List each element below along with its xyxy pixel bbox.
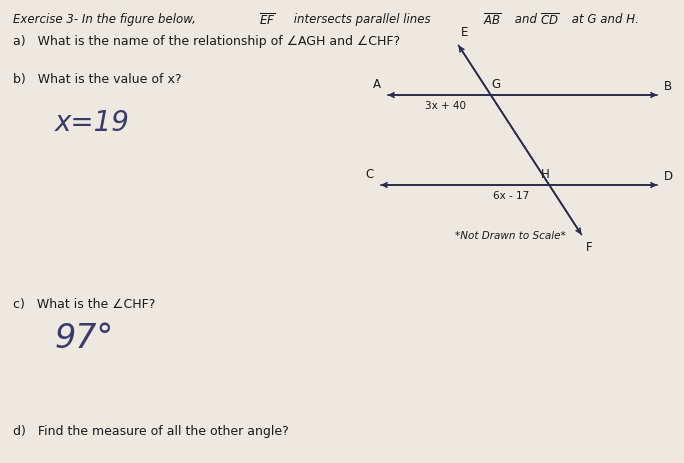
Text: *Not Drawn to Scale*: *Not Drawn to Scale* (455, 231, 566, 241)
Text: C: C (366, 168, 374, 181)
Text: b)   What is the value of x?: b) What is the value of x? (13, 73, 181, 86)
Text: $\overline{CD}$: $\overline{CD}$ (540, 13, 560, 29)
Text: at G and H.: at G and H. (568, 13, 639, 26)
Text: B: B (664, 80, 672, 93)
Text: x=19: x=19 (55, 109, 130, 137)
Text: E: E (461, 26, 469, 39)
Text: Exercise 3- In the figure below,: Exercise 3- In the figure below, (13, 13, 200, 26)
Text: and: and (511, 13, 541, 26)
Text: d)   Find the measure of all the other angle?: d) Find the measure of all the other ang… (13, 425, 289, 438)
Text: c)   What is the ∠CHF?: c) What is the ∠CHF? (13, 298, 155, 311)
Text: intersects parallel lines: intersects parallel lines (290, 13, 434, 26)
Text: $\overline{AB}$: $\overline{AB}$ (483, 13, 502, 29)
Text: A: A (373, 78, 381, 91)
Text: F: F (586, 241, 592, 254)
Text: G: G (491, 78, 500, 91)
Text: $\overline{EF}$: $\overline{EF}$ (259, 13, 276, 29)
Text: a)   What is the name of the relationship of ∠AGH and ∠CHF?: a) What is the name of the relationship … (13, 35, 400, 48)
Text: 3x + 40: 3x + 40 (425, 101, 466, 111)
Text: 97°: 97° (55, 321, 114, 355)
Text: 6x - 17: 6x - 17 (493, 191, 529, 201)
Text: D: D (664, 170, 673, 183)
Text: H: H (541, 168, 550, 181)
